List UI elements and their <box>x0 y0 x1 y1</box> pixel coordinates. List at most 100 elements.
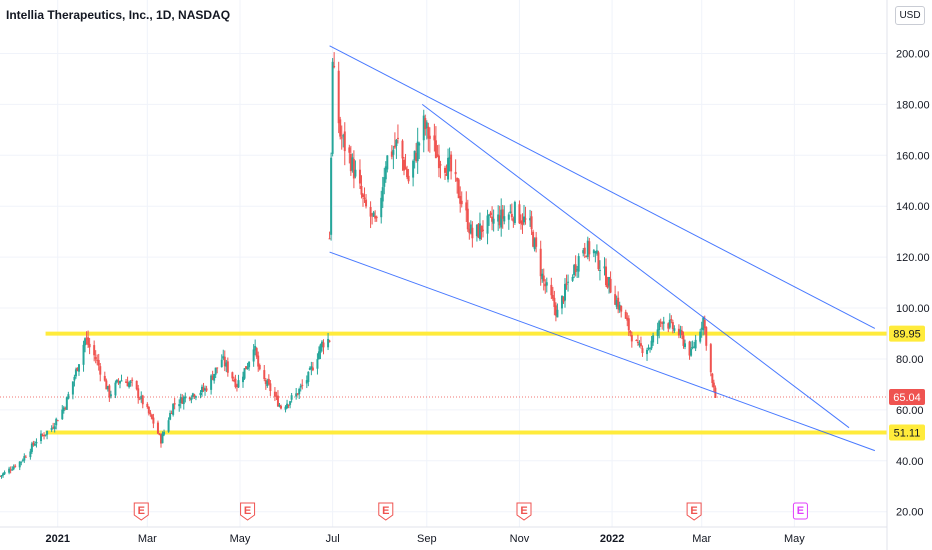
candle-body <box>67 394 70 399</box>
candle-body <box>149 412 152 415</box>
earnings-marker[interactable]: E <box>378 502 394 521</box>
candle-body <box>93 345 96 356</box>
candle-body <box>480 225 483 232</box>
trendline[interactable] <box>421 103 850 429</box>
candle-body <box>296 393 299 395</box>
candle-body <box>20 461 23 463</box>
candle-body <box>73 376 76 381</box>
candle-body <box>52 427 55 429</box>
candle-body <box>513 202 516 224</box>
candle-body <box>541 273 544 280</box>
candle-body <box>188 397 191 400</box>
candle-body <box>363 197 366 199</box>
earnings-marker[interactable]: E <box>792 502 808 520</box>
candle-body <box>588 241 591 255</box>
trendline[interactable] <box>329 45 876 329</box>
candle-body <box>8 468 11 473</box>
candle-body <box>652 335 655 343</box>
candle-body <box>199 392 202 396</box>
candle-body <box>114 382 117 396</box>
candle-body <box>129 381 132 383</box>
candle-body <box>659 321 662 323</box>
candle-body <box>690 348 693 356</box>
candle-body <box>583 247 586 254</box>
candle-body <box>35 442 38 444</box>
candle-body <box>44 434 47 436</box>
candle-body <box>529 218 532 221</box>
candle-body <box>478 223 481 240</box>
earnings-marker-box <box>133 502 149 521</box>
candle-body <box>126 381 129 387</box>
y-tick-label: 20.00 <box>896 507 924 519</box>
candle-body <box>456 177 459 182</box>
time-axis[interactable]: 2021 Mar May Jul Sep Nov 2022 Mar May <box>45 533 805 545</box>
candle-body <box>276 395 279 407</box>
candle-body <box>545 282 548 286</box>
candle-body <box>646 349 649 355</box>
earnings-marker[interactable]: E <box>516 502 532 521</box>
candle-body <box>223 356 226 367</box>
candle-body <box>539 248 542 277</box>
candle-body <box>64 407 67 409</box>
last-price-tag: 65.04 <box>893 392 921 404</box>
candle-body <box>161 433 164 444</box>
candle-body <box>82 344 85 365</box>
candle-body <box>403 159 406 171</box>
candle-body <box>518 204 521 224</box>
y-tick-label: 80.00 <box>896 354 924 366</box>
candle-body <box>310 366 313 369</box>
candle-body <box>395 139 398 147</box>
trendline[interactable] <box>329 251 876 452</box>
candle-body <box>682 335 685 346</box>
candle-body <box>328 340 331 342</box>
candle-body <box>457 179 460 199</box>
candle-body <box>680 330 683 336</box>
candle-body <box>140 395 143 399</box>
candle-body <box>172 403 175 415</box>
candle-body <box>339 119 342 137</box>
candle-body <box>598 269 601 271</box>
earnings-marker[interactable]: E <box>240 502 256 521</box>
candle-body <box>418 143 421 146</box>
candle-body <box>406 169 409 178</box>
candle-body <box>358 169 361 184</box>
candle-body <box>668 319 671 328</box>
candle-body <box>635 340 638 342</box>
candle-body <box>500 209 503 228</box>
candle-body <box>609 278 612 293</box>
candle-body <box>574 264 577 273</box>
candle-body <box>585 255 588 258</box>
candle-body <box>465 202 468 211</box>
candle-body <box>29 451 32 458</box>
candle-body <box>369 206 372 217</box>
candle-body <box>383 177 386 187</box>
candle-body <box>317 351 320 360</box>
candle-body <box>630 335 633 342</box>
candle-body <box>551 294 554 299</box>
candle-body <box>608 276 611 286</box>
candle-body <box>567 281 570 283</box>
candle-body <box>53 426 56 430</box>
candle-body <box>118 381 121 384</box>
candle-body <box>582 250 585 254</box>
candle-body <box>477 224 480 238</box>
candle-body <box>33 444 36 446</box>
candle-body <box>96 359 99 361</box>
candle-body <box>491 216 494 222</box>
candle-body <box>489 212 492 215</box>
candle-body <box>150 414 153 419</box>
candle-body <box>147 406 150 414</box>
currency-label[interactable]: USD <box>895 6 925 25</box>
candle-body <box>179 396 182 404</box>
candle-body <box>618 304 621 311</box>
candle-body <box>328 238 331 240</box>
earnings-marker[interactable]: E <box>133 502 149 521</box>
candle-body <box>40 433 43 442</box>
earnings-marker[interactable]: E <box>686 502 702 521</box>
candle-body <box>74 369 77 377</box>
price-axis[interactable]: 20.00 40.00 60.00 80.00 100.00 120.00 140.00 16… <box>896 48 930 518</box>
horizontal-levels <box>45 331 887 435</box>
earnings-marker-box <box>378 502 394 521</box>
candle-body <box>437 155 440 169</box>
